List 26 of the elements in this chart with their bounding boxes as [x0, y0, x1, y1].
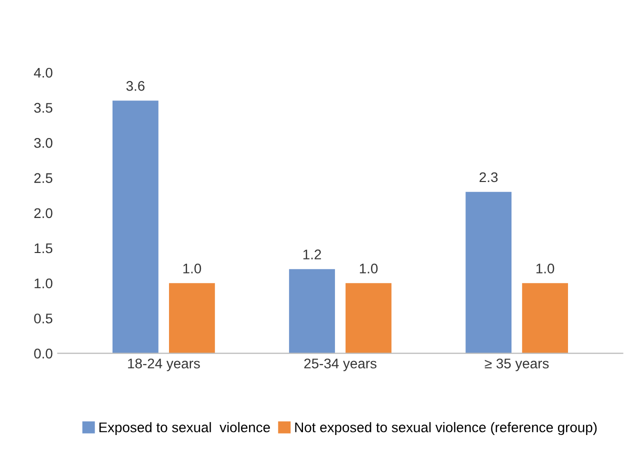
y-tick-label: 3.5	[34, 102, 52, 113]
x-tick-label: 18-24 years	[128, 358, 200, 372]
y-tick-label: 0.5	[34, 314, 52, 324]
bar	[346, 283, 392, 354]
data-label: 3.6	[126, 81, 145, 91]
bar	[112, 100, 158, 354]
bar	[522, 283, 568, 354]
y-tick-label: 2.0	[34, 208, 52, 218]
data-label: 1.0	[183, 264, 202, 274]
bar	[466, 192, 512, 354]
bar	[169, 283, 215, 354]
legend-label: Exposed to sexual violence	[99, 422, 270, 436]
y-tick-label: 3.0	[34, 138, 52, 148]
data-label: 1.0	[536, 264, 554, 274]
y-tick-label: 1.5	[34, 243, 52, 254]
data-label: 1.0	[360, 264, 378, 274]
x-tick-label: ≥ 35 years	[484, 358, 549, 372]
bar	[289, 269, 335, 354]
y-tick-label: 2.5	[34, 173, 52, 183]
data-label: 1.2	[303, 250, 321, 260]
y-tick-label: 0.0	[34, 348, 52, 359]
data-label: 2.3	[480, 172, 498, 182]
x-tick-label: 25-34 years	[304, 358, 376, 372]
legend-label: Not exposed to sexual violence (reference group)	[295, 422, 597, 436]
y-tick-label: 1.0	[34, 278, 52, 288]
y-tick-label: 4.0	[34, 68, 52, 78]
